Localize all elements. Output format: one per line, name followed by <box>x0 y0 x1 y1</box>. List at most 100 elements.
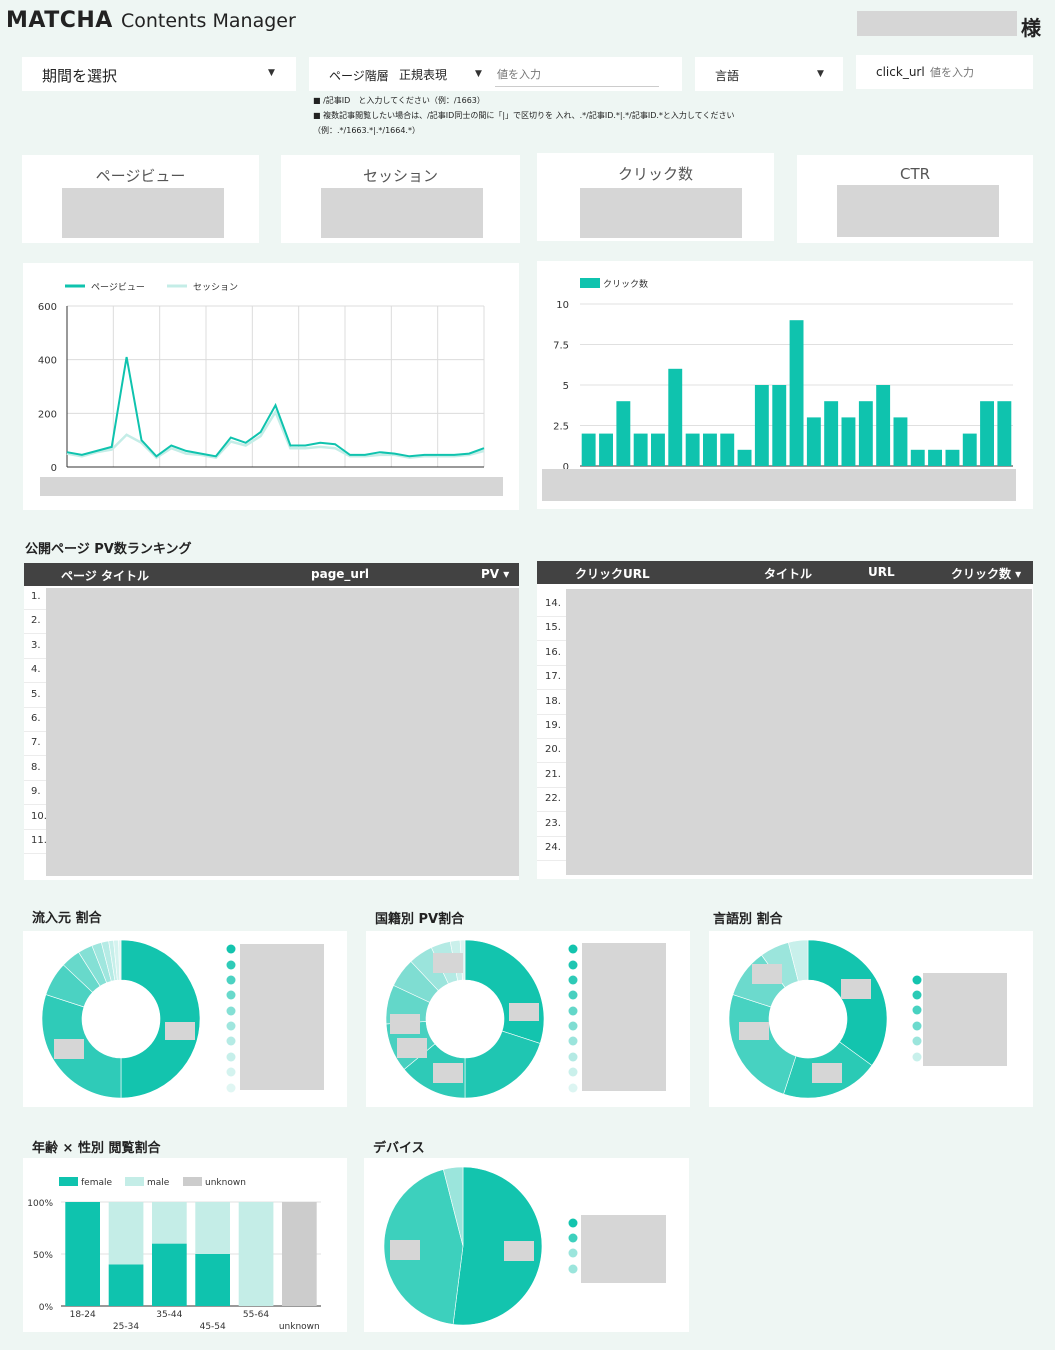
chevron-down-icon[interactable]: ▼ <box>475 69 482 79</box>
kpi-value-redacted <box>321 188 483 238</box>
legend-dot <box>226 1067 236 1077</box>
source-donut-card <box>23 931 347 1107</box>
slice-label-redacted <box>841 979 871 999</box>
column-click-count-sort[interactable]: クリック数 ▾ <box>951 567 1022 581</box>
slice-label-redacted <box>165 1022 195 1040</box>
row-divider <box>24 731 46 732</box>
bar <box>962 433 977 466</box>
legend-label: セッション <box>193 282 238 293</box>
legend-dot <box>912 1036 922 1046</box>
click-url-label: click_url <box>876 65 925 79</box>
app-logo: MATCHA Contents Manager <box>6 8 296 33</box>
legend-dot <box>912 1052 922 1062</box>
bar <box>876 385 891 466</box>
column-title[interactable]: タイトル <box>764 567 813 581</box>
bar <box>668 368 683 466</box>
bar <box>893 417 908 466</box>
column-page-title[interactable]: ページ タイトル <box>61 569 149 583</box>
row-divider <box>537 616 566 617</box>
x-tick-label: 35-44 <box>156 1310 182 1320</box>
column-page-url[interactable]: page_url <box>311 567 369 581</box>
row-divider <box>537 664 566 666</box>
slice-label-redacted <box>390 1240 420 1260</box>
device-donut-chart <box>383 1166 578 1326</box>
stacked-bar-segment <box>152 1243 187 1306</box>
bar <box>945 449 960 466</box>
stacked-bar-segment <box>195 1202 230 1254</box>
legend-label: ページビュー <box>91 282 145 293</box>
donut-slice <box>383 1169 464 1325</box>
row-divider <box>24 828 46 830</box>
legend-dot <box>568 1248 578 1258</box>
table-header: クリックURL タイトル URL クリック数 ▾ <box>537 561 1033 584</box>
row-divider <box>24 755 46 757</box>
stacked-bar-segment <box>65 1202 100 1306</box>
legend-dot <box>568 1036 578 1046</box>
user-name-redacted <box>857 11 1017 36</box>
y-tick-label: 2.5 <box>553 422 569 433</box>
legend-dot <box>226 1083 236 1093</box>
language-selector[interactable]: 言語 ▼ <box>695 57 843 91</box>
row-number: 22. <box>545 793 561 805</box>
bar <box>703 433 717 466</box>
y-tick-label: 10 <box>556 300 569 311</box>
bar <box>997 401 1012 466</box>
bar <box>789 320 804 466</box>
click-url-input[interactable] <box>928 61 1027 83</box>
instruction-line: ■ 複数記事閲覧したい場合は、/記事ID同士の間に「|」で区切りを 入れ、.*/… <box>313 111 735 120</box>
row-number: 5. <box>31 688 41 700</box>
x-tick-label: 25-34 <box>113 1322 139 1332</box>
legend-dot <box>226 975 236 985</box>
x-tick-label: 45-54 <box>200 1322 226 1332</box>
legend-dot <box>568 1021 578 1031</box>
language-label: 言語 <box>715 69 740 83</box>
column-click-url[interactable]: クリックURL <box>575 567 650 581</box>
kpi-value-redacted <box>62 188 224 238</box>
match-mode-select[interactable]: 正規表現 <box>399 68 448 82</box>
stacked-bar-segment <box>238 1202 274 1306</box>
legend-dot <box>568 944 578 954</box>
slice-label-redacted <box>390 1014 420 1034</box>
series-line-pageviews <box>66 356 485 458</box>
column-pv-sort[interactable]: PV ▾ <box>481 567 510 581</box>
row-divider <box>24 682 46 684</box>
language-donut-chart <box>728 939 922 1099</box>
donut-slice <box>464 1030 541 1099</box>
table-content-redacted <box>566 589 1032 875</box>
x-tick-label: unknown <box>279 1322 320 1332</box>
pv-session-chart-card: 0 200 400 600 ページビュー セッション <box>23 263 519 510</box>
donut-slice <box>452 1166 543 1326</box>
y-tick-label: 200 <box>38 409 57 420</box>
legend-swatch <box>59 1177 78 1186</box>
x-axis-labels-redacted <box>542 469 1016 501</box>
slice-label-redacted <box>812 1063 842 1083</box>
bar <box>806 417 821 466</box>
legend-dot <box>226 1021 236 1031</box>
legend-dot <box>568 975 578 985</box>
x-tick-label: 18-24 <box>70 1310 96 1320</box>
x-axis-labels-redacted <box>40 477 503 496</box>
row-number: 10. <box>31 810 47 822</box>
slice-label-redacted <box>433 953 463 973</box>
slice-label-redacted <box>397 1038 427 1058</box>
y-tick-label: 7.5 <box>553 341 569 352</box>
slice-label-redacted <box>504 1241 534 1261</box>
bar <box>616 401 631 466</box>
column-url[interactable]: URL <box>868 565 895 579</box>
legend-dot <box>568 960 578 970</box>
page-hierarchy-input[interactable] <box>495 62 659 87</box>
age-gender-chart-card: 0% 50% 100% 18-24 25-34 35-44 45-54 55-64 unknow… <box>23 1158 347 1332</box>
age-gender-stacked-chart: 0% 50% 100% 18-24 25-34 35-44 45-54 55-64 unknow… <box>27 1177 321 1332</box>
stacked-bar-segment <box>152 1202 187 1244</box>
bar <box>737 449 752 466</box>
bar <box>858 401 873 466</box>
row-divider <box>537 811 566 813</box>
row-number: 16. <box>545 646 561 658</box>
row-number: 4. <box>31 664 41 676</box>
donut-slice <box>118 939 122 981</box>
y-tick-label: 0% <box>39 1303 54 1313</box>
row-number: 20. <box>545 744 561 756</box>
period-selector[interactable]: 期間を選択 ▼ <box>22 57 296 91</box>
donut-slice <box>120 939 201 1099</box>
row-number: 11. <box>31 835 47 846</box>
